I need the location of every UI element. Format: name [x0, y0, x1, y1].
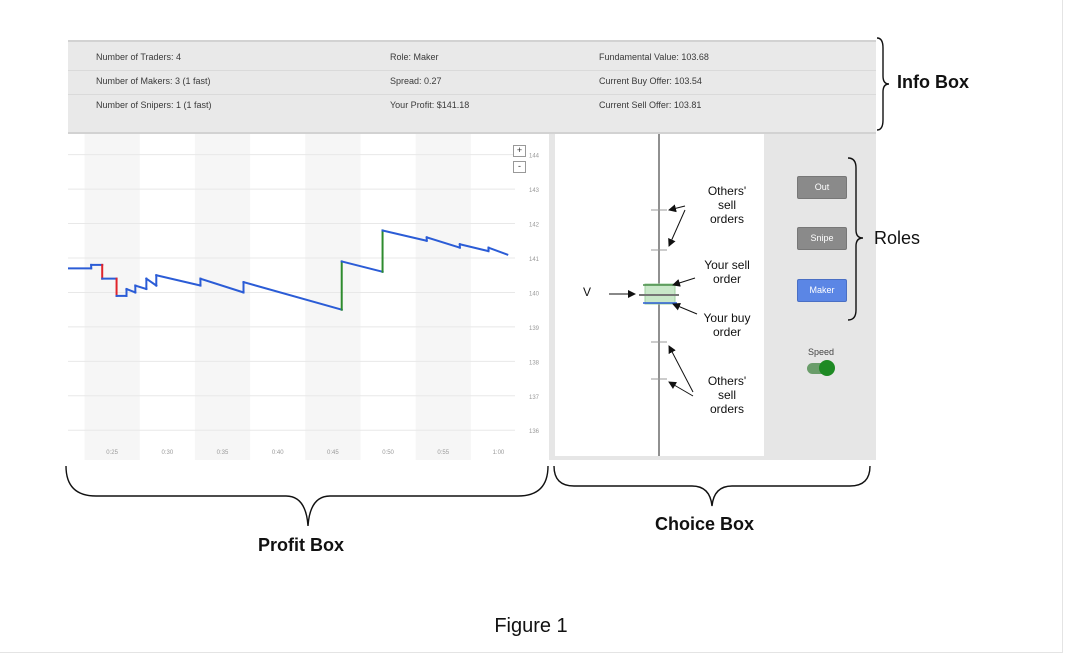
info-box: Number of Traders: 4 Number of Makers: 3… — [68, 40, 876, 134]
your-sell-arrow — [672, 277, 696, 287]
your-sell-label: Your sell order — [704, 258, 750, 286]
others-sell-arrow — [668, 345, 694, 393]
speed-toggle-knob[interactable] — [819, 360, 835, 376]
y-tick-label: 143 — [529, 188, 540, 194]
your-buy-arrow — [672, 303, 698, 315]
profit-line-segment — [425, 236, 462, 249]
profit-line-segment — [134, 284, 148, 291]
v-label: V — [582, 285, 591, 299]
choice-box-label: Choice Box — [655, 514, 755, 534]
info-row-divider — [68, 70, 876, 71]
profit-box-label: Profit Box — [258, 535, 345, 555]
out-button[interactable]: Out — [797, 176, 847, 199]
choice-box[interactable]: V Others' sell orders Your sell order Your … — [555, 134, 764, 456]
chart-band — [194, 134, 251, 460]
profit-line-segment — [487, 246, 509, 256]
x-tick-label: 0:50 — [382, 450, 394, 456]
profit-line-segment — [199, 277, 245, 294]
y-tick-label: 137 — [529, 395, 540, 401]
x-tick-label: 0:55 — [437, 450, 449, 456]
zoom-in-button[interactable]: + — [513, 145, 526, 157]
y-tick-label: 140 — [529, 291, 540, 297]
figure-caption: Figure 1 — [494, 615, 568, 637]
profit-line-segment — [458, 243, 490, 253]
y-tick-label: 142 — [529, 223, 540, 229]
y-tick-label: 144 — [529, 154, 540, 160]
spread-text: Spread: 0.27 — [390, 76, 442, 86]
x-tick-label: 0:40 — [272, 450, 284, 456]
profit-line-segment — [155, 274, 202, 287]
y-tick-label: 138 — [529, 360, 540, 366]
chart-band — [84, 134, 140, 460]
zoom-out-button[interactable]: - — [513, 161, 526, 173]
current-buy-offer: Current Buy Offer: 103.54 — [599, 76, 702, 86]
profit-line-segment — [125, 287, 137, 294]
y-tick-label: 139 — [529, 326, 540, 332]
profit-text: Your Profit: $141.18 — [390, 100, 470, 110]
your-buy-label: Your buy order — [703, 311, 751, 339]
fundamental-value: Fundamental Value: 103.68 — [599, 52, 709, 62]
roles-label: Roles — [874, 228, 921, 248]
x-tick-label: 0:30 — [161, 450, 173, 456]
num-traders: Number of Traders: 4 — [96, 52, 182, 62]
others-sell-arrow — [668, 209, 686, 247]
y-tick-label: 141 — [529, 257, 540, 263]
maker-button[interactable]: Maker — [797, 279, 847, 302]
chart-band — [305, 134, 361, 460]
speed-toggle[interactable] — [807, 360, 835, 376]
info-box-label: Info Box — [897, 72, 969, 92]
profit-line-segment — [242, 280, 343, 311]
x-tick-label: 1:00 — [493, 450, 505, 456]
order-ladder — [609, 134, 698, 456]
profit-chart: 136 137 138 139 140 141 142 143 144 0:25 0:30 0:35… — [67, 134, 549, 460]
x-tick-label: 0:35 — [217, 450, 229, 456]
role-text: Role: Maker — [390, 52, 439, 62]
snipe-button[interactable]: Snipe — [797, 227, 847, 250]
num-snipers: Number of Snipers: 1 (1 fast) — [96, 100, 212, 110]
info-row-divider — [68, 94, 876, 95]
x-tick-label: 0:25 — [106, 450, 118, 456]
profit-line-segment — [144, 277, 158, 287]
speed-label: Speed — [807, 347, 835, 357]
others-sell-label-bottom: Others' sell orders — [707, 374, 747, 416]
others-sell-arrow — [668, 381, 694, 397]
chart-band — [415, 134, 471, 460]
profit-line-segment — [340, 260, 384, 273]
others-sell-label-top: Others' sell orders — [707, 184, 747, 226]
num-makers: Number of Makers: 3 (1 fast) — [96, 76, 211, 86]
profit-box: 136 137 138 139 140 141 142 143 144 0:25 0:30 0:35… — [67, 134, 549, 460]
profit-line-segment — [381, 229, 428, 242]
x-tick-label: 0:45 — [327, 450, 339, 456]
current-sell-offer: Current Sell Offer: 103.81 — [599, 100, 702, 110]
y-tick-label: 136 — [529, 429, 540, 435]
others-sell-arrow — [668, 204, 686, 213]
